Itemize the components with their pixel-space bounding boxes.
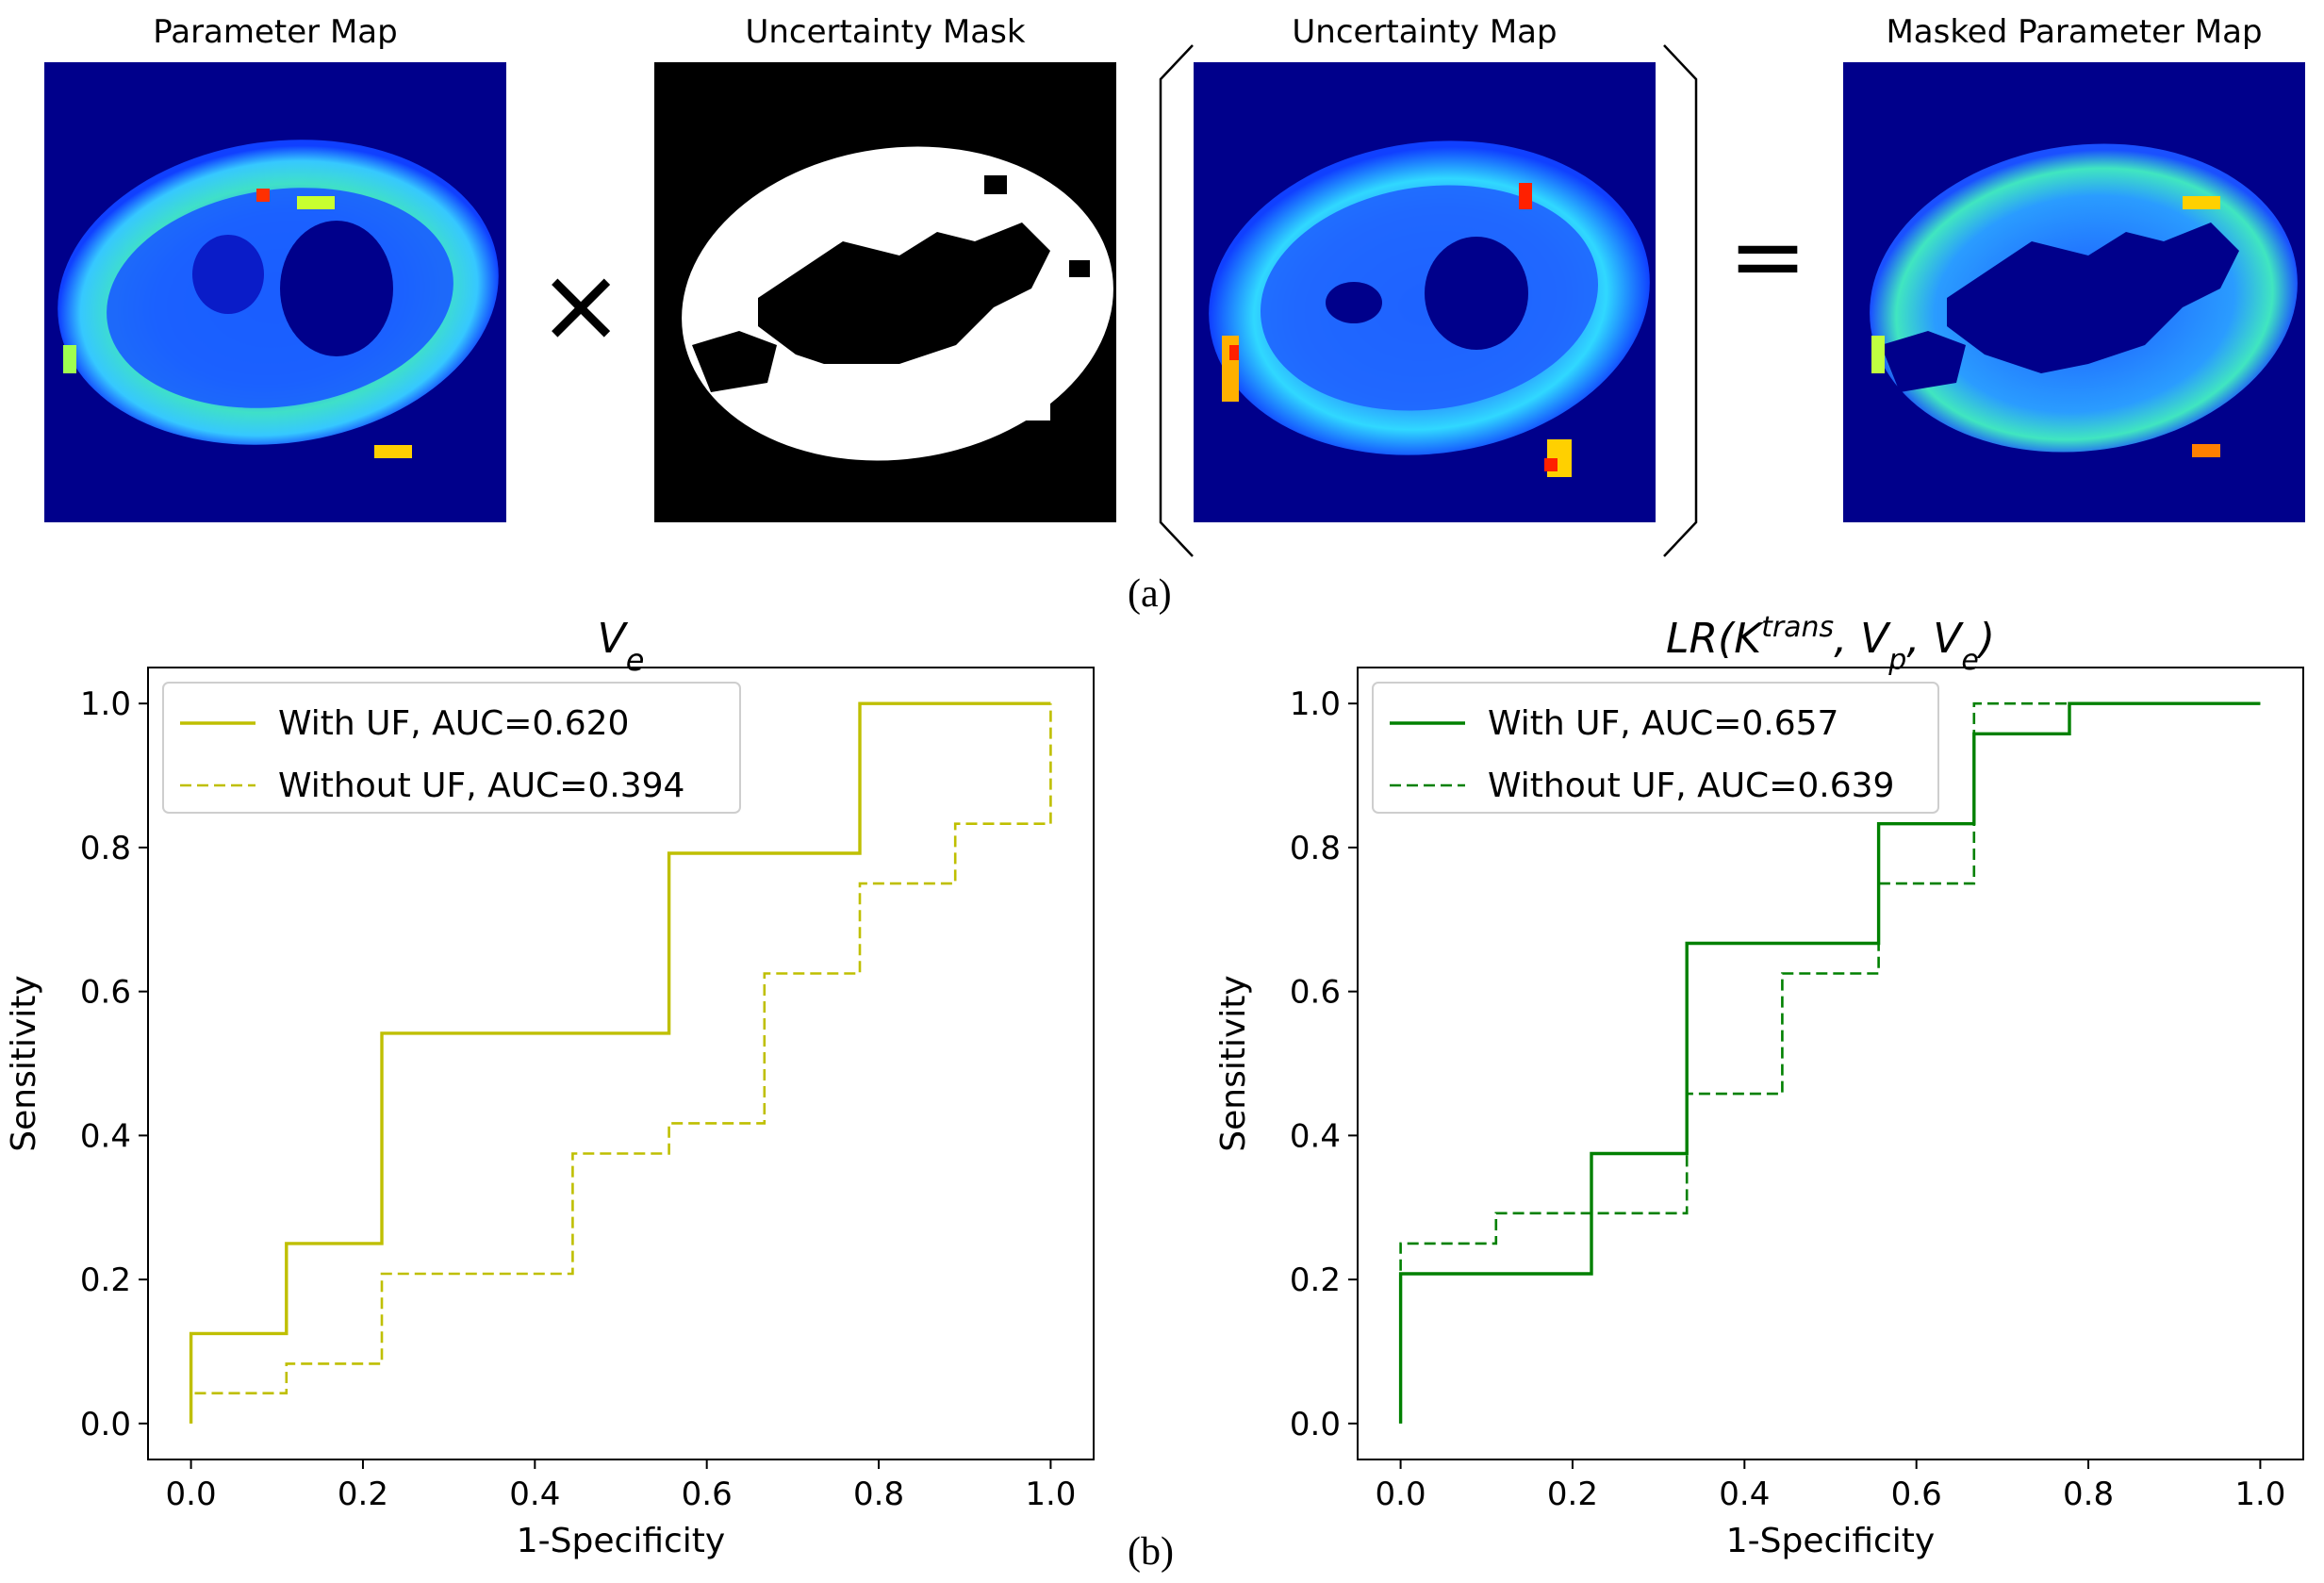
y-axis-label: Sensitivity: [5, 975, 43, 1151]
x-axis-label: 1-Specificity: [517, 1522, 725, 1560]
x-tick-label: 0.8: [853, 1476, 904, 1513]
masked-parameter-map-image: [1843, 62, 2305, 522]
y-tick-label: 0.2: [1290, 1261, 1341, 1299]
x-tick-label: 0.2: [1547, 1476, 1598, 1513]
y-tick-label: 0.8: [1290, 830, 1341, 867]
x-tick-label: 0.2: [338, 1476, 388, 1513]
right-bracket: [1663, 44, 1698, 557]
parameter-map-image: [44, 62, 506, 522]
chart-2: 0.0 0.2 0.4 0.6 0.8 1.0 0.0 0.2 0.4 0.6 0.8 1.0 1-Sp…: [1214, 611, 2304, 1560]
y-tick-label: 0.4: [80, 1117, 131, 1155]
x-tick-label: 0.6: [682, 1476, 733, 1513]
uncertainty-map-title: Uncertainty Map: [1292, 13, 1558, 51]
uncertainty-mask-title: Uncertainty Mask: [745, 13, 1026, 51]
x-tick-label: 0.0: [1376, 1476, 1426, 1513]
y-tick-label: 0.0: [1290, 1406, 1341, 1443]
chart-title: LR(Ktrans, Vp, Ve): [1666, 611, 1995, 677]
legend-box: [1372, 682, 1939, 814]
caption-a: (a): [1128, 572, 1172, 616]
y-tick-label: 0.0: [80, 1406, 131, 1443]
x-tick-label: 0.8: [2063, 1476, 2114, 1513]
x-tick-label: 0.0: [166, 1476, 217, 1513]
caption-b: (b): [1128, 1530, 1174, 1574]
parameter-map-title: Parameter Map: [153, 13, 398, 51]
legend-box: [162, 682, 741, 814]
y-tick-label: 0.6: [1290, 974, 1341, 1012]
x-axis-label: 1-Specificity: [1726, 1522, 1935, 1560]
uncertainty-map-image: [1194, 62, 1656, 522]
x-tick-label: 1.0: [1025, 1476, 1076, 1513]
x-tick-label: 0.4: [509, 1476, 560, 1513]
y-tick-label: 0.4: [1290, 1117, 1341, 1155]
legend-label: With UF, AUC=0.657: [1488, 704, 1838, 743]
y-tick-label: 1.0: [1290, 685, 1341, 723]
series-line-without-uf: [190, 703, 1052, 1424]
legend-label: Without UF, AUC=0.394: [278, 767, 684, 805]
x-tick-label: 1.0: [2234, 1476, 2285, 1513]
y-tick-label: 1.0: [80, 685, 131, 723]
plot-frame: [1357, 667, 2304, 1460]
left-bracket: [1159, 44, 1194, 557]
chart-1: 0.0 0.2 0.4 0.6 0.8 1.0 0.0 0.2 0.4 0.6 0.8 1.0 1-Sp…: [5, 615, 1095, 1560]
plot-frame: [147, 667, 1095, 1460]
x-tick-label: 0.6: [1891, 1476, 1942, 1513]
masked-parameter-map-title: Masked Parameter Map: [1886, 13, 2263, 51]
equals-operator: =: [1728, 201, 1807, 311]
y-tick-label: 0.8: [80, 830, 131, 867]
series-line-with-uf: [189, 701, 1051, 1424]
y-axis-label: Sensitivity: [1214, 975, 1253, 1151]
multiply-operator: ×: [537, 244, 625, 365]
y-tick-label: 0.2: [80, 1261, 131, 1299]
chart-title: Ve: [598, 615, 645, 678]
legend-label: With UF, AUC=0.620: [278, 704, 629, 743]
y-tick-label: 0.6: [80, 974, 131, 1012]
legend-label: Without UF, AUC=0.639: [1488, 767, 1894, 805]
series-line-without-uf: [1399, 701, 2261, 1424]
uncertainty-mask-image: [654, 62, 1116, 522]
x-tick-label: 0.4: [1719, 1476, 1770, 1513]
